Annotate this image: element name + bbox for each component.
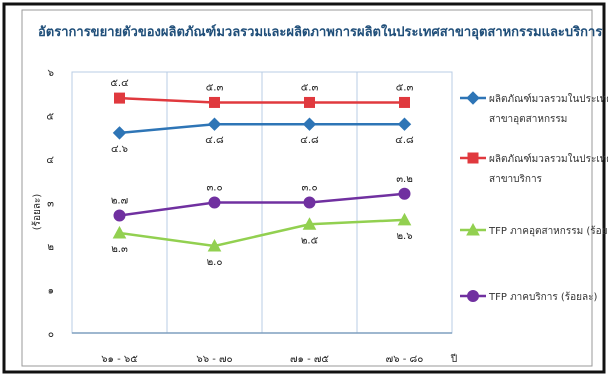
data-label: ๒.๕ (301, 235, 319, 246)
legend-label: TFP ภาคอุตสาหกรรม (ร้อยละ) (488, 225, 608, 237)
data-label: ๔.๘ (205, 135, 224, 146)
legend-label: สาขาอุตสาหกรรม (489, 114, 567, 125)
y-tick-label: ๔ (46, 155, 54, 166)
data-label: ๒.๓ (111, 244, 128, 255)
y-tick-label: ๑ (48, 286, 54, 297)
y-axis-label: (ร้อยละ) (31, 194, 43, 231)
y-tick-label: ๕ (46, 112, 54, 123)
series-line (119, 96, 405, 104)
data-label: ๓.๐ (301, 183, 317, 194)
series-line (119, 122, 405, 135)
data-label: ๕.๓ (206, 82, 224, 93)
data-label: ๒.๐ (207, 257, 223, 268)
data-point (209, 96, 220, 108)
series-line (119, 192, 405, 217)
data-point (302, 117, 317, 131)
chart-title: อัตราการขยายตัวของผลิตภัณฑ์มวลรวมและผลิต… (38, 23, 608, 40)
legend: ผลิตภัณฑ์มวลรวมในประเทศในสาขาอุตสาหกรรมผ… (460, 91, 608, 303)
data-point (397, 117, 412, 131)
data-point (112, 225, 127, 239)
plot-area: ๐ ๑ ๒ ๓ ๔ ๕ ๖๖๑ - ๖๕ ๖๖ - ๗๐ ๗๑ - ๗๕ ๗๖ - ๘๐ ๔.๖ ๔.… (46, 68, 453, 365)
data-point (207, 238, 222, 252)
data-point (112, 126, 127, 140)
data-point (303, 196, 316, 209)
data-point (304, 96, 315, 108)
data-label: ๒.๗ (111, 196, 128, 207)
legend-marker (467, 290, 479, 302)
legend-item: ผลิตภัณฑ์มวลรวมในประเทศในสาขาบริการ (460, 152, 608, 185)
legend-label: TFP ภาคบริการ (ร้อยละ) (488, 291, 598, 303)
data-point (208, 196, 221, 209)
data-point (302, 217, 317, 230)
series-line (119, 218, 405, 248)
legend-label: สาขาบริการ (489, 174, 543, 185)
legend-marker (466, 91, 480, 105)
data-point (207, 117, 222, 131)
data-point (113, 209, 126, 222)
data-label: ๔.๘ (395, 135, 414, 146)
legend-item: TFP ภาคอุตสาหกรรม (ร้อยละ) (460, 222, 608, 237)
legend-marker (466, 222, 480, 236)
y-tick-label: ๐ (48, 329, 54, 340)
data-label: ๒.๖ (396, 231, 412, 242)
x-tick-label: ๖๖ - ๗๐ (196, 354, 232, 365)
data-label: ๔.๖ (111, 144, 128, 155)
data-label: ๓.๐ (206, 183, 222, 194)
y-tick-label: ๓ (47, 199, 54, 210)
legend-label: ผลิตภัณฑ์มวลรวมในประเทศใน (489, 153, 608, 165)
x-axis-label: ปี (450, 353, 457, 365)
legend-item: ผลิตภัณฑ์มวลรวมในประเทศในสาขาอุตสาหกรรม (460, 91, 608, 125)
data-label: ๕.๓ (396, 82, 414, 93)
x-tick-label: ๖๑ - ๖๕ (101, 354, 138, 365)
y-tick-label: ๖ (48, 68, 54, 79)
data-point (114, 92, 125, 104)
legend-marker (467, 152, 479, 164)
data-label: ๕.๔ (110, 78, 129, 89)
y-tick-label: ๒ (47, 242, 54, 253)
data-label: ๓.๒ (396, 174, 413, 185)
data-label: ๔.๘ (300, 135, 319, 146)
data-point (399, 96, 410, 108)
data-point (397, 212, 412, 226)
data-point (398, 187, 411, 200)
x-tick-label: ๗๑ - ๗๕ (290, 354, 329, 365)
legend-item: TFP ภาคบริการ (ร้อยละ) (460, 290, 598, 303)
x-tick-label: ๗๖ - ๘๐ (386, 354, 424, 365)
data-label: ๕.๓ (301, 82, 319, 93)
legend-label: ผลิตภัณฑ์มวลรวมในประเทศใน (489, 93, 608, 105)
